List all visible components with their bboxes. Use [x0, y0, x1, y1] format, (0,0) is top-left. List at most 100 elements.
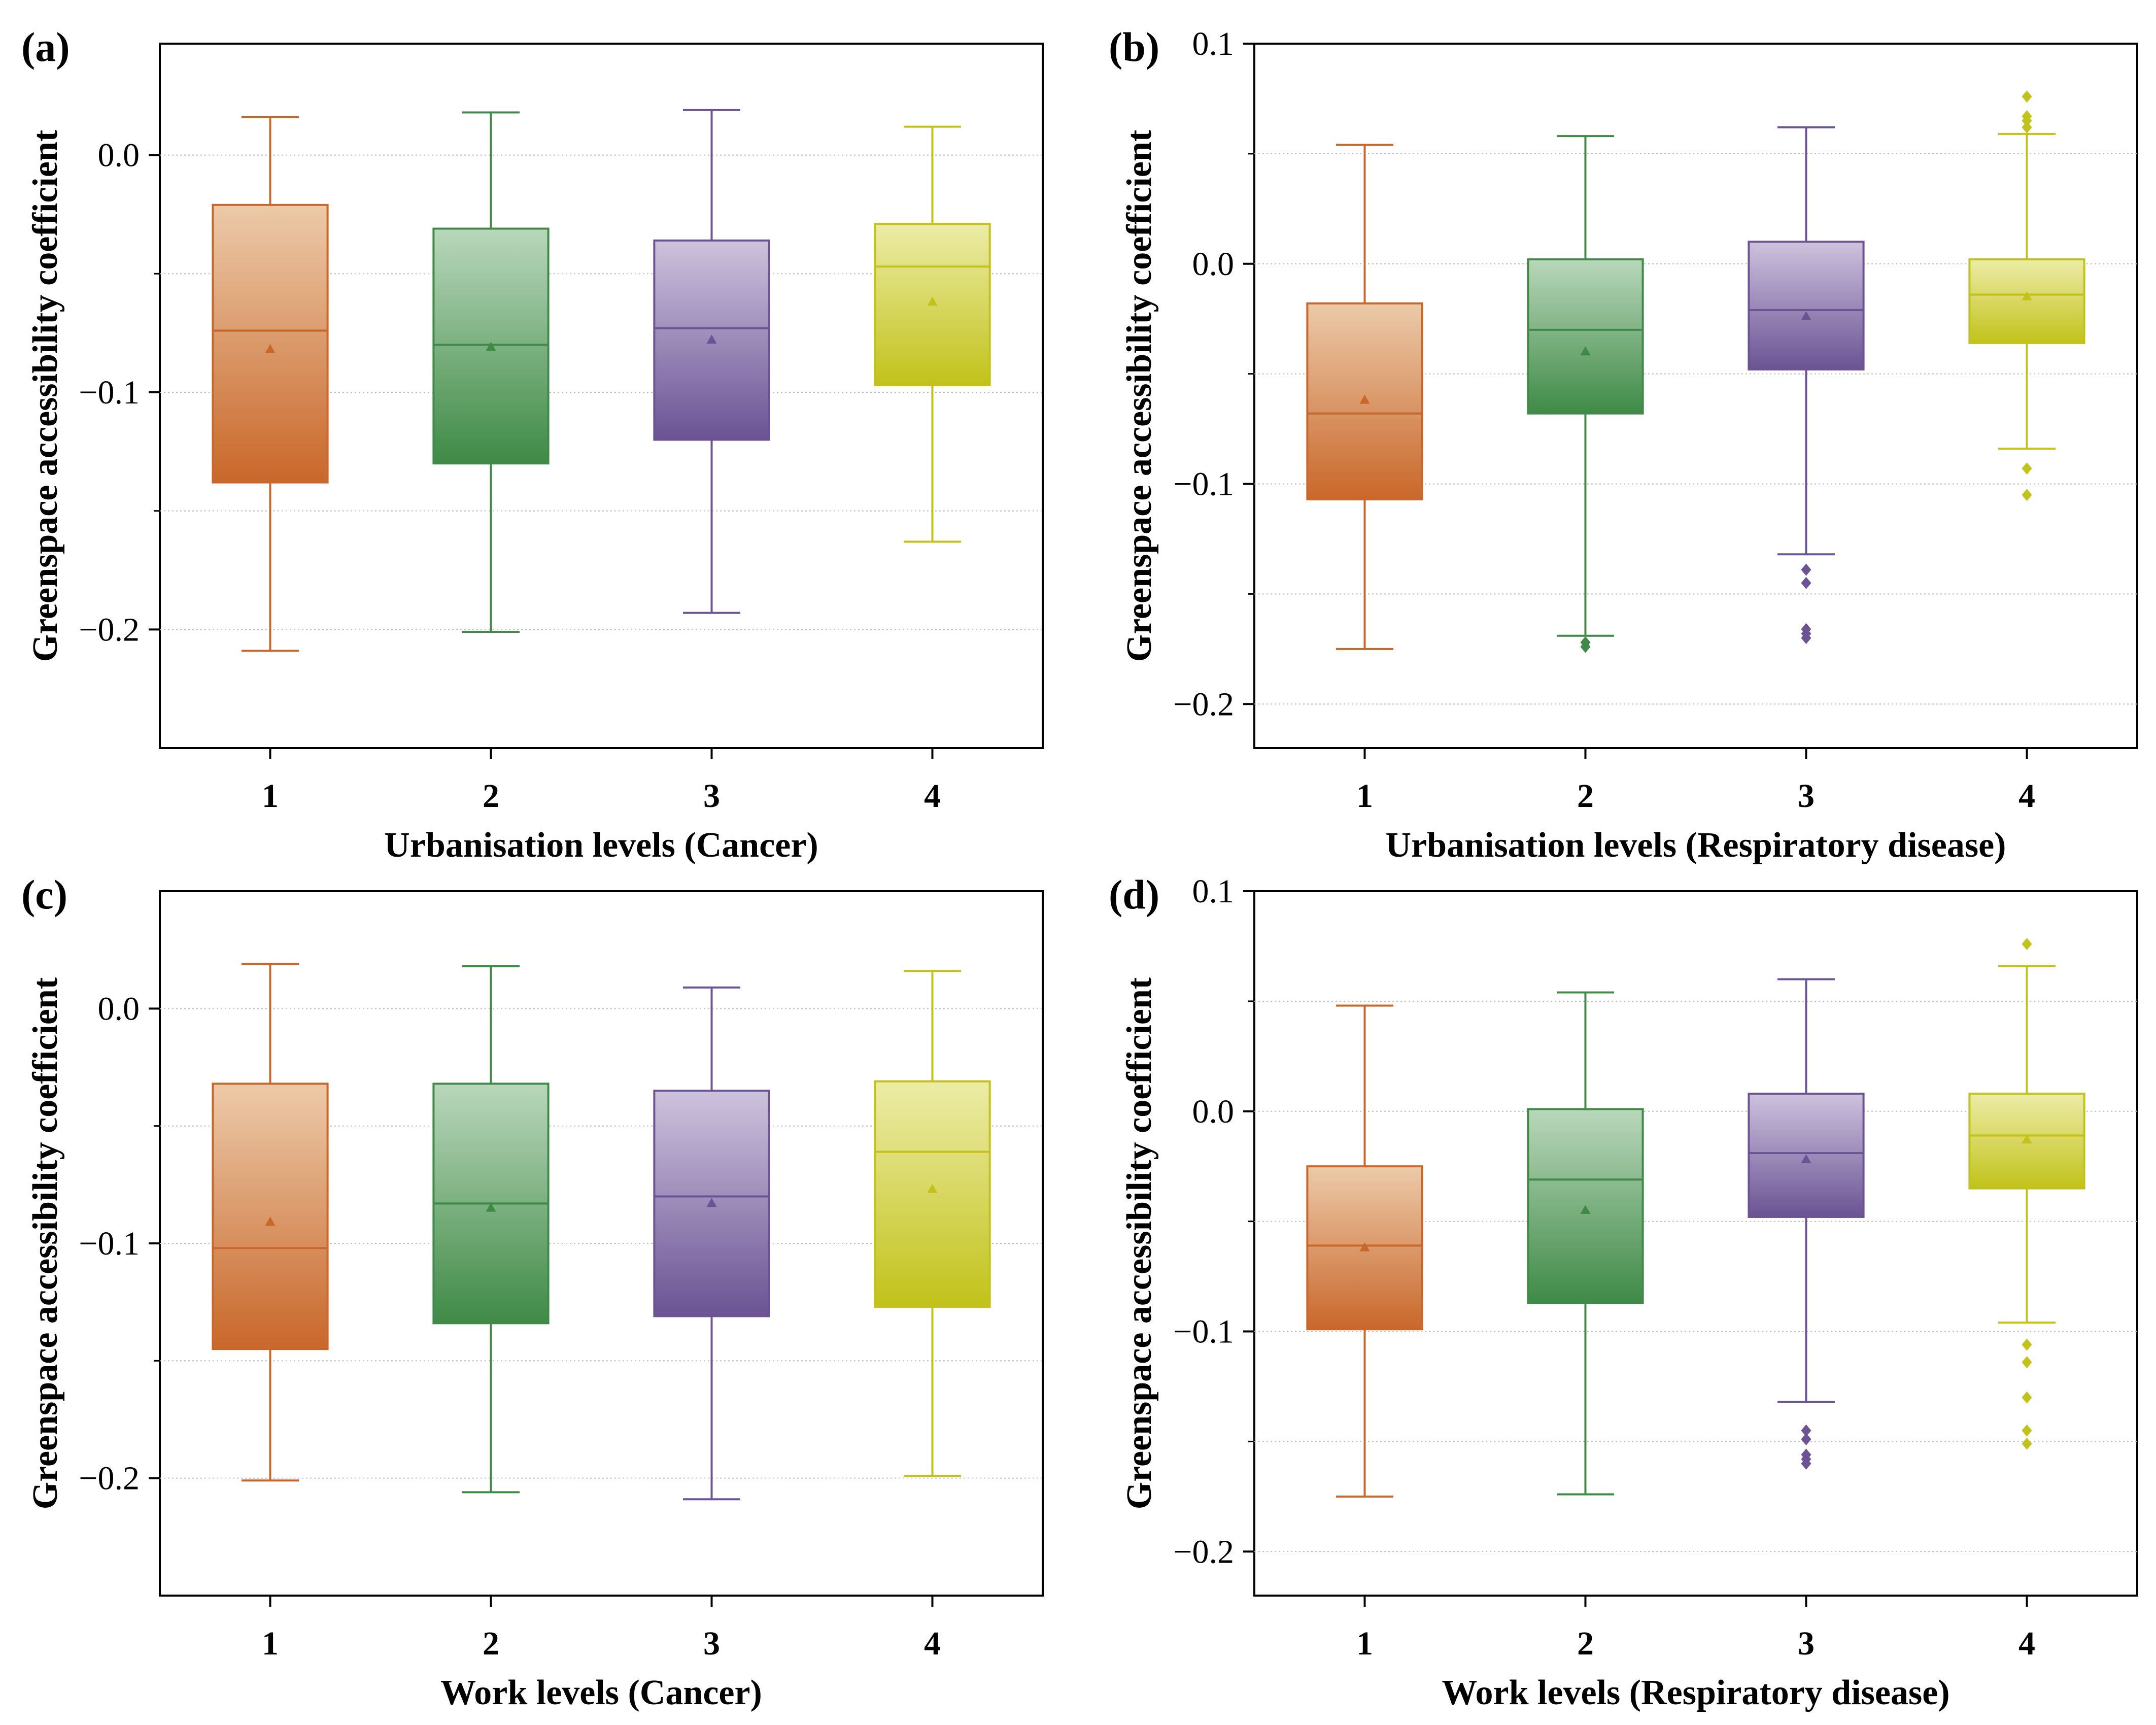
x-tick-label: 2 — [483, 1625, 499, 1662]
mean-marker — [1801, 311, 1811, 320]
x-tick-label: 2 — [483, 777, 499, 815]
box-1 — [1306, 144, 1423, 650]
mean-marker — [486, 342, 496, 351]
yticks-d: 0.1 0.0 −0.1 −0.2 — [1173, 873, 1254, 1570]
panel-label-c: (c) — [21, 871, 67, 918]
xticks-c: 1 2 3 4 — [262, 1596, 941, 1662]
yticks-b: 0.1 0.0 −0.1 −0.2 — [1173, 25, 1254, 723]
iqr-box — [1968, 258, 2085, 344]
mean-marker — [927, 1183, 938, 1193]
box-3 — [653, 109, 770, 614]
iqr-box — [874, 223, 991, 386]
boxes-c — [212, 963, 991, 1501]
yticks-a: 0.0 −0.1 −0.2 — [79, 137, 160, 648]
y-axis-title-c: Greenspace accessibility coefficient — [26, 977, 65, 1509]
y-tick-label: −0.2 — [1173, 686, 1234, 723]
y-tick-label: −0.1 — [79, 1225, 140, 1262]
y-tick-label: −0.2 — [1173, 1533, 1234, 1570]
panel-label-a: (a) — [21, 24, 70, 70]
mean-marker — [2022, 291, 2032, 300]
outlier-point — [2022, 90, 2032, 103]
box-4 — [874, 970, 991, 1477]
outlier-point — [2022, 110, 2032, 123]
iqr-box — [1748, 1093, 1865, 1218]
x-tick-label: 4 — [2018, 777, 2035, 815]
iqr-box — [874, 1080, 991, 1308]
x-tick-label: 1 — [1356, 777, 1373, 815]
mean-marker — [706, 334, 717, 344]
box-4 — [874, 125, 991, 543]
panel-b: 0.1 0.0 −0.1 −0.2 1 2 3 4 (b) Urbanisation lev… — [1109, 24, 2138, 865]
box-1 — [212, 116, 329, 652]
y-tick-label: −0.2 — [79, 1460, 140, 1497]
y-tick-label: −0.2 — [79, 611, 140, 648]
outlier-point — [2022, 489, 2032, 501]
mean-marker — [706, 1198, 717, 1207]
iqr-box — [212, 204, 329, 484]
outlier-point — [1801, 1433, 1811, 1446]
panel-label-d: (d) — [1109, 871, 1159, 918]
outlier-point — [1801, 563, 1811, 576]
outlier-point — [2022, 938, 2032, 951]
x-axis-title-d: Work levels (Respiratory disease) — [1442, 1673, 1949, 1712]
mean-marker — [1359, 1242, 1370, 1252]
outlier-point — [2022, 1424, 2032, 1437]
outlier-point — [1580, 640, 1591, 653]
mean-marker — [265, 1216, 276, 1226]
box-1 — [212, 963, 329, 1482]
boxes-d — [1306, 938, 2085, 1498]
mean-marker — [2022, 1134, 2032, 1144]
outlier-point — [2022, 1391, 2032, 1404]
panel-c: 0.0 −0.1 −0.2 1 2 3 4 (c) Work levels (Cancer… — [21, 871, 1044, 1712]
x-tick-label: 3 — [703, 1625, 720, 1662]
box-3 — [653, 986, 770, 1501]
panel-label-b: (b) — [1109, 24, 1159, 70]
y-axis-title-b: Greenspace accessibility coefficient — [1120, 130, 1159, 662]
outlier-point — [1801, 632, 1811, 645]
box-3 — [1748, 978, 1865, 1470]
boxes-b — [1306, 90, 2085, 653]
x-axis-title-c: Work levels (Cancer) — [440, 1673, 762, 1712]
y-axis-title-a: Greenspace accessibility coefficient — [26, 130, 65, 662]
outlier-point — [2022, 1437, 2032, 1450]
x-tick-label: 3 — [1798, 1625, 1815, 1662]
outlier-point — [1801, 1424, 1811, 1437]
box-2 — [1527, 991, 1644, 1496]
x-tick-label: 4 — [2018, 1625, 2035, 1662]
outlier-point — [2022, 1356, 2032, 1369]
x-tick-label: 2 — [1577, 777, 1594, 815]
xticks-a: 1 2 3 4 — [262, 748, 941, 815]
outlier-point — [1801, 1457, 1811, 1470]
box-4 — [1968, 90, 2085, 501]
outlier-point — [2022, 121, 2032, 133]
outlier-point — [2022, 1338, 2032, 1351]
x-tick-label: 2 — [1577, 1625, 1594, 1662]
x-axis-title-b: Urbanisation levels (Respiratory disease… — [1386, 826, 2006, 865]
mean-marker — [1801, 1154, 1811, 1164]
iqr-box — [1527, 258, 1644, 415]
x-tick-label: 1 — [262, 1625, 279, 1662]
iqr-box — [1748, 241, 1865, 370]
xticks-d: 1 2 3 4 — [1356, 1596, 2035, 1662]
panel-a: 0.0 −0.1 −0.2 1 2 3 4 (a) Urbanisation levels… — [21, 24, 1044, 865]
x-tick-label: 4 — [924, 1625, 941, 1662]
y-tick-label: 0.0 — [1192, 1093, 1235, 1130]
mean-marker — [1580, 1204, 1591, 1214]
box-2 — [432, 111, 550, 633]
y-tick-label: 0.0 — [1192, 246, 1235, 283]
xticks-b: 1 2 3 4 — [1356, 748, 2035, 815]
y-axis-title-d: Greenspace accessibility coefficient — [1120, 977, 1159, 1509]
mean-marker — [486, 1202, 496, 1212]
yticks-c: 0.0 −0.1 −0.2 — [79, 990, 160, 1497]
outlier-point — [1801, 577, 1811, 589]
y-tick-label: −0.1 — [79, 374, 140, 411]
x-tick-label: 4 — [924, 777, 941, 815]
box-1 — [1306, 1004, 1423, 1498]
mean-marker — [1580, 346, 1591, 356]
box-2 — [432, 965, 550, 1494]
mean-marker — [927, 296, 938, 306]
box-3 — [1748, 126, 1865, 645]
x-tick-label: 3 — [1798, 777, 1815, 815]
y-tick-label: −0.1 — [1173, 1313, 1234, 1350]
